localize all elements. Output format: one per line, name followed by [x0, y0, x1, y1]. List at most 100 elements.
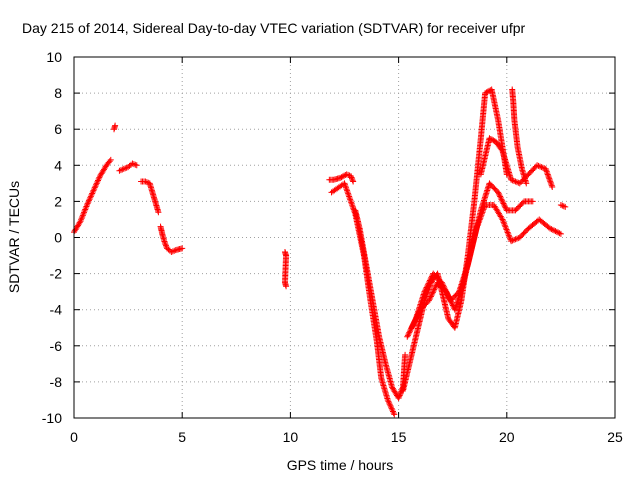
data-point	[79, 213, 86, 220]
data-point	[534, 162, 541, 169]
data-point	[501, 201, 508, 208]
series-seg-l	[408, 180, 536, 331]
data-point	[91, 186, 98, 193]
data-point	[553, 228, 560, 235]
data-point	[346, 194, 353, 201]
data-point	[389, 408, 396, 415]
data-point	[78, 215, 85, 222]
data-point	[87, 193, 94, 200]
data-point	[339, 173, 346, 180]
data-point	[429, 290, 436, 297]
data-point	[500, 219, 507, 226]
data-point	[429, 289, 436, 296]
y-tick-label: -2	[50, 266, 63, 282]
data-point	[557, 202, 564, 209]
data-point	[143, 179, 150, 186]
data-point	[78, 216, 85, 223]
data-point	[349, 177, 356, 184]
data-point	[547, 225, 554, 232]
y-tick-label: -10	[42, 410, 62, 426]
x-tick-label: 0	[70, 429, 78, 445]
data-point	[345, 192, 352, 199]
data-point	[423, 284, 430, 291]
data-point	[405, 330, 412, 337]
data-point	[501, 220, 508, 227]
data-point	[351, 209, 358, 216]
data-point	[425, 280, 432, 287]
data-point	[409, 321, 416, 328]
data-point	[498, 196, 505, 203]
data-point	[386, 399, 393, 406]
data-point	[501, 222, 508, 229]
data-point	[490, 137, 497, 144]
data-point	[506, 233, 513, 240]
data-point	[404, 332, 411, 339]
data-point	[430, 287, 437, 294]
data-point	[142, 178, 149, 185]
x-tick-label: 10	[283, 429, 299, 445]
data-point	[500, 217, 507, 224]
data-point	[348, 200, 355, 207]
data-point	[445, 292, 452, 299]
data-point	[498, 146, 505, 153]
data-point	[93, 180, 100, 187]
data-point	[427, 294, 434, 301]
data-point	[495, 189, 502, 196]
data-point	[387, 402, 394, 409]
data-point	[341, 180, 348, 187]
grid	[74, 57, 615, 418]
data-point	[447, 298, 454, 305]
x-tick-label: 20	[499, 429, 515, 445]
y-tick-label: -8	[50, 374, 63, 390]
data-point	[515, 179, 522, 186]
data-point	[90, 187, 97, 194]
data-point	[427, 276, 434, 283]
y-tick-label: 4	[54, 157, 62, 173]
data-point	[428, 292, 435, 299]
data-point	[120, 165, 127, 172]
data-point	[77, 218, 84, 225]
data-point	[343, 171, 350, 178]
data-point	[539, 164, 546, 171]
data-point	[551, 227, 558, 234]
data-point	[413, 315, 420, 322]
data-point	[505, 232, 512, 239]
data-point	[503, 226, 510, 233]
data-point	[536, 163, 543, 170]
data-point	[93, 181, 100, 188]
data-point	[501, 203, 508, 210]
data-point	[119, 166, 126, 173]
data-point	[512, 236, 519, 243]
y-tick-label: -4	[50, 302, 63, 318]
data-point	[431, 286, 438, 293]
data-point	[511, 177, 518, 184]
data-point	[408, 324, 415, 331]
x-tick-label: 5	[178, 429, 186, 445]
data-point	[350, 205, 357, 212]
data-point	[343, 186, 350, 193]
data-point	[95, 176, 102, 183]
data-point	[500, 200, 507, 207]
data-point	[84, 200, 91, 207]
y-tick-label: 8	[54, 85, 62, 101]
data-point	[350, 206, 357, 213]
data-point	[88, 191, 95, 198]
data-point	[82, 204, 89, 211]
series-seg-c	[116, 160, 140, 174]
data-point	[81, 209, 88, 216]
data-point	[409, 323, 416, 330]
data-point	[388, 405, 395, 412]
data-point	[495, 190, 502, 197]
data-point	[85, 197, 92, 204]
data-point	[179, 245, 186, 252]
data-point	[552, 228, 559, 235]
data-point	[428, 274, 435, 281]
series-seg-k	[404, 202, 564, 340]
data-point	[89, 190, 96, 197]
data-point	[169, 248, 176, 255]
data-point	[443, 290, 450, 297]
data-point	[443, 288, 450, 295]
data-point	[559, 202, 566, 209]
series-seg-o	[557, 202, 569, 210]
data-point	[535, 162, 542, 169]
